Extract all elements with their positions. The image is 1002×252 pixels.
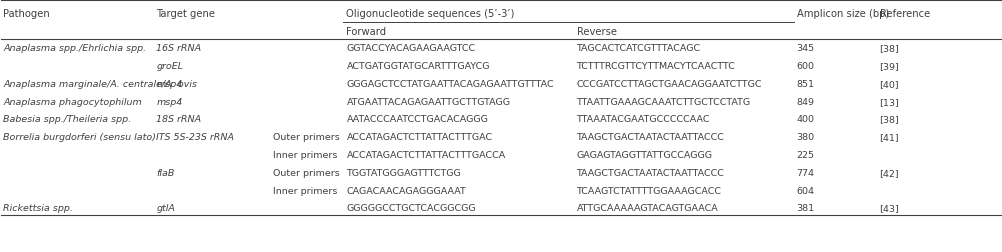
Text: [39]: [39] bbox=[879, 62, 899, 71]
Text: Inner primers: Inner primers bbox=[274, 186, 338, 195]
Text: TAAGCTGACTAATACTAATTACCC: TAAGCTGACTAATACTAATTACCC bbox=[576, 168, 723, 177]
Text: ITS 5S-23S rRNA: ITS 5S-23S rRNA bbox=[156, 133, 234, 142]
Text: 774: 774 bbox=[796, 168, 814, 177]
Text: [38]: [38] bbox=[879, 44, 899, 53]
Text: groEL: groEL bbox=[156, 62, 183, 71]
Text: TAAGCTGACTAATACTAATTACCC: TAAGCTGACTAATACTAATTACCC bbox=[576, 133, 723, 142]
Text: TAGCACTCATCGTTTACAGC: TAGCACTCATCGTTTACAGC bbox=[576, 44, 700, 53]
Text: ACCATAGACTCTTATTACTTTGAC: ACCATAGACTCTTATTACTTTGAC bbox=[346, 133, 492, 142]
Text: [38]: [38] bbox=[879, 115, 899, 124]
Text: Outer primers: Outer primers bbox=[274, 133, 340, 142]
Text: AATACCCAATCCTGACACAGGG: AATACCCAATCCTGACACAGGG bbox=[346, 115, 488, 124]
Text: [43]: [43] bbox=[879, 204, 899, 212]
Text: flaB: flaB bbox=[156, 168, 174, 177]
Text: TTAATTGAAAGCAAATCTTGCTCCTATG: TTAATTGAAAGCAAATCTTGCTCCTATG bbox=[576, 97, 749, 106]
Text: Babesia spp./Theileria spp.: Babesia spp./Theileria spp. bbox=[3, 115, 131, 124]
Text: CCCGATCCTTAGCTGAACAGGAATCTTGC: CCCGATCCTTAGCTGAACAGGAATCTTGC bbox=[576, 80, 762, 89]
Text: msp4: msp4 bbox=[156, 80, 182, 89]
Text: Target gene: Target gene bbox=[156, 9, 215, 19]
Text: 849: 849 bbox=[796, 97, 814, 106]
Text: ATGAATTACAGAGAATTGCTTGTAGG: ATGAATTACAGAGAATTGCTTGTAGG bbox=[346, 97, 510, 106]
Text: gtlA: gtlA bbox=[156, 204, 175, 212]
Text: [42]: [42] bbox=[879, 168, 899, 177]
Text: ACCATAGACTCTTATTACTTTGACCA: ACCATAGACTCTTATTACTTTGACCA bbox=[346, 150, 505, 159]
Text: Outer primers: Outer primers bbox=[274, 168, 340, 177]
Text: GGGAGCTCCTATGAATTACAGAGAATTGTTTAC: GGGAGCTCCTATGAATTACAGAGAATTGTTTAC bbox=[346, 80, 553, 89]
Text: 381: 381 bbox=[796, 204, 814, 212]
Text: GAGAGTAGGTTATTGCCAGGG: GAGAGTAGGTTATTGCCAGGG bbox=[576, 150, 711, 159]
Text: 225: 225 bbox=[796, 150, 814, 159]
Text: Oligonucleotide sequences (5’-3’): Oligonucleotide sequences (5’-3’) bbox=[346, 9, 514, 19]
Text: Reference: Reference bbox=[879, 9, 929, 19]
Text: Pathogen: Pathogen bbox=[3, 9, 50, 19]
Text: 16S rRNA: 16S rRNA bbox=[156, 44, 201, 53]
Text: GGTACCYACAGAAGAAGTCC: GGTACCYACAGAAGAAGTCC bbox=[346, 44, 475, 53]
Text: 604: 604 bbox=[796, 186, 814, 195]
Text: TTAAATACGAATGCCCCCAAC: TTAAATACGAATGCCCCCAAC bbox=[576, 115, 709, 124]
Text: msp4: msp4 bbox=[156, 97, 182, 106]
Text: 345: 345 bbox=[796, 44, 814, 53]
Text: Anaplasma marginale/A. centrale/A. ovis: Anaplasma marginale/A. centrale/A. ovis bbox=[3, 80, 197, 89]
Text: Borrelia burgdorferi (sensu lato): Borrelia burgdorferi (sensu lato) bbox=[3, 133, 156, 142]
Text: Forward: Forward bbox=[346, 26, 386, 37]
Text: Rickettsia spp.: Rickettsia spp. bbox=[3, 204, 73, 212]
Text: 600: 600 bbox=[796, 62, 814, 71]
Text: [13]: [13] bbox=[879, 97, 899, 106]
Text: ATTGCAAAAAGTACAGTGAACA: ATTGCAAAAAGTACAGTGAACA bbox=[576, 204, 717, 212]
Text: 400: 400 bbox=[796, 115, 814, 124]
Text: 380: 380 bbox=[796, 133, 814, 142]
Text: Amplicon size (bp): Amplicon size (bp) bbox=[796, 9, 888, 19]
Text: Anaplasma phagocytophilum: Anaplasma phagocytophilum bbox=[3, 97, 142, 106]
Text: ACTGATGGTATGCARTTTGAYCG: ACTGATGGTATGCARTTTGAYCG bbox=[346, 62, 490, 71]
Text: CAGACAACAGAGGGAAAT: CAGACAACAGAGGGAAAT bbox=[346, 186, 466, 195]
Text: Anaplasma spp./Ehrlichia spp.: Anaplasma spp./Ehrlichia spp. bbox=[3, 44, 146, 53]
Text: [41]: [41] bbox=[879, 133, 899, 142]
Text: GGGGGCCTGCTCACGGCGG: GGGGGCCTGCTCACGGCGG bbox=[346, 204, 476, 212]
Text: TGGTATGGGAGTTTCTGG: TGGTATGGGAGTTTCTGG bbox=[346, 168, 461, 177]
Text: 851: 851 bbox=[796, 80, 814, 89]
Text: [40]: [40] bbox=[879, 80, 899, 89]
Text: Reverse: Reverse bbox=[576, 26, 616, 37]
Text: TCTTTRCGTTCYTTMACYTCAACTTC: TCTTTRCGTTCYTTMACYTCAACTTC bbox=[576, 62, 734, 71]
Text: Inner primers: Inner primers bbox=[274, 150, 338, 159]
Text: 18S rRNA: 18S rRNA bbox=[156, 115, 201, 124]
Text: TCAAGTCTATTTTGGAAAGCACC: TCAAGTCTATTTTGGAAAGCACC bbox=[576, 186, 720, 195]
